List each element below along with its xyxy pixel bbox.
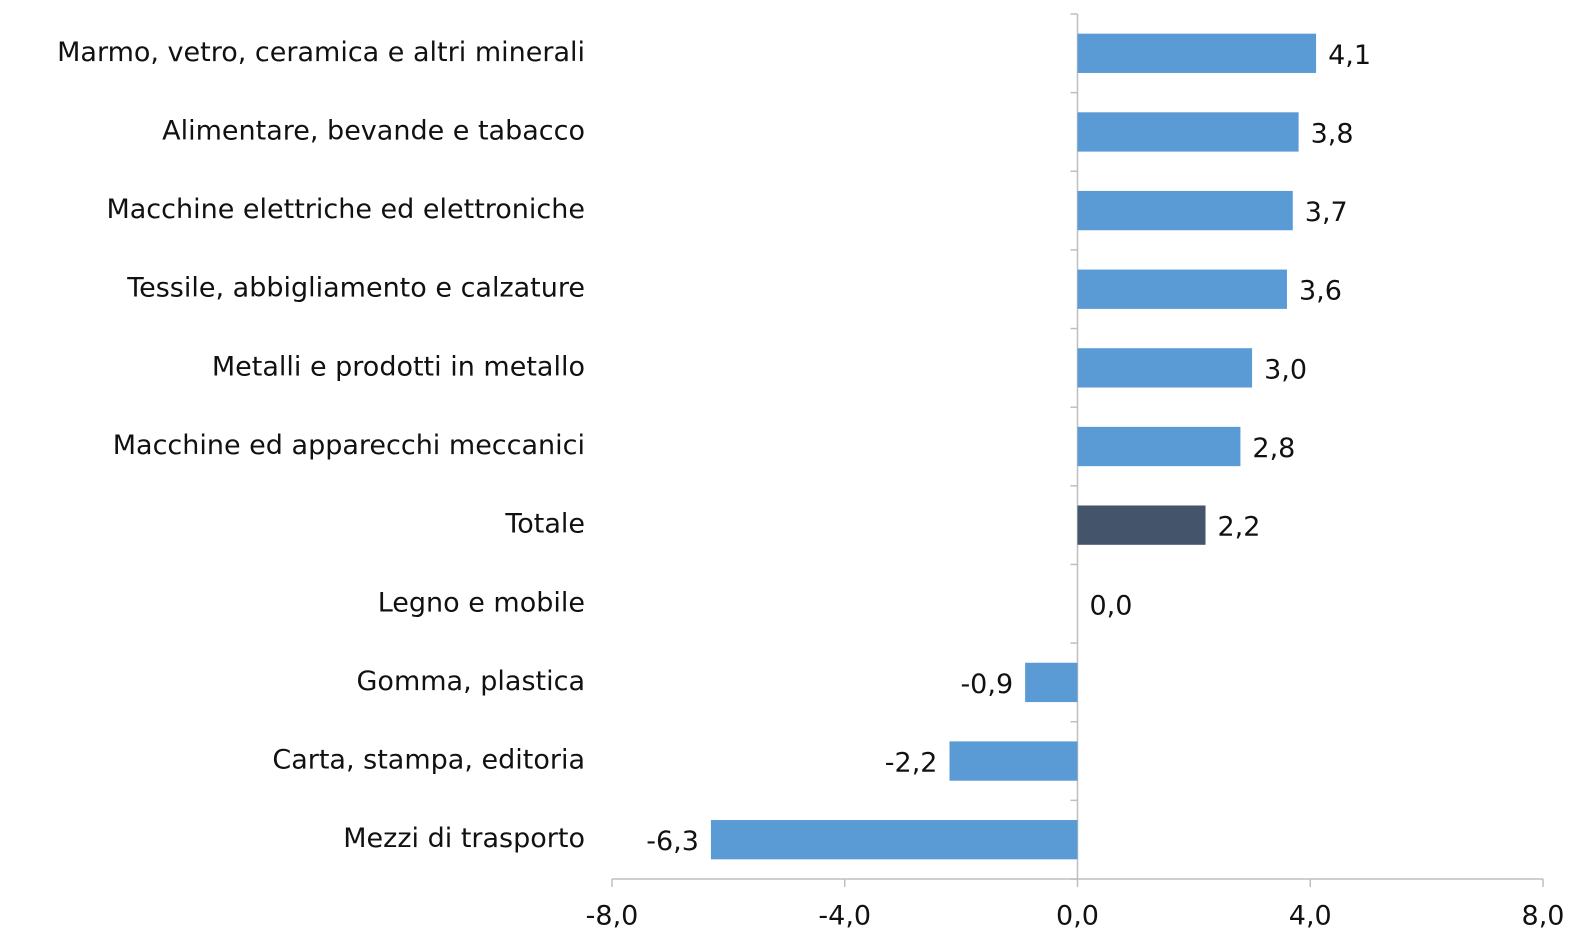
bar [710, 820, 1078, 860]
bar [949, 741, 1078, 781]
bar [1077, 112, 1299, 152]
value-label: 3,0 [1264, 354, 1307, 385]
category-label: Macchine ed apparecchi meccanici [113, 430, 585, 461]
value-label: 2,2 [1218, 512, 1261, 543]
x-tick-label: 8,0 [1522, 901, 1565, 932]
bar [1077, 190, 1293, 231]
bar [1025, 662, 1078, 703]
category-label: Alimentare, bevande e tabacco [162, 115, 585, 146]
value-label: 0,0 [1090, 590, 1133, 621]
category-label: Metalli e prodotti in metallo [212, 351, 585, 382]
bar [1077, 33, 1317, 73]
category-label: Tessile, abbigliamento e calzature [126, 273, 585, 304]
category-label: Marmo, vetro, ceramica e altri minerali [57, 37, 585, 68]
value-label: -2,2 [885, 748, 938, 779]
value-label: -0,9 [960, 669, 1013, 700]
x-tick-label: -8,0 [586, 901, 639, 932]
category-label: Gomma, plastica [357, 666, 586, 697]
bar [1077, 426, 1241, 467]
bar [1077, 348, 1253, 388]
x-tick-label: -4,0 [818, 901, 871, 932]
value-label: 4,1 [1328, 40, 1371, 71]
value-label: 3,8 [1311, 118, 1354, 149]
category-label: Carta, stampa, editoria [272, 745, 585, 776]
bar [1077, 269, 1287, 309]
category-label: Macchine elettriche ed elettroniche [106, 194, 585, 225]
category-label: Mezzi di trasporto [343, 823, 585, 854]
bar [1077, 505, 1206, 545]
x-tick-label: 4,0 [1289, 901, 1332, 932]
value-label: 3,7 [1305, 197, 1348, 228]
category-label: Legno e mobile [378, 587, 585, 618]
category-label: Totale [504, 509, 585, 540]
value-label: 3,6 [1299, 276, 1342, 307]
x-tick-label: 0,0 [1056, 901, 1099, 932]
value-label: 2,8 [1252, 433, 1295, 464]
value-label: -6,3 [646, 826, 699, 857]
